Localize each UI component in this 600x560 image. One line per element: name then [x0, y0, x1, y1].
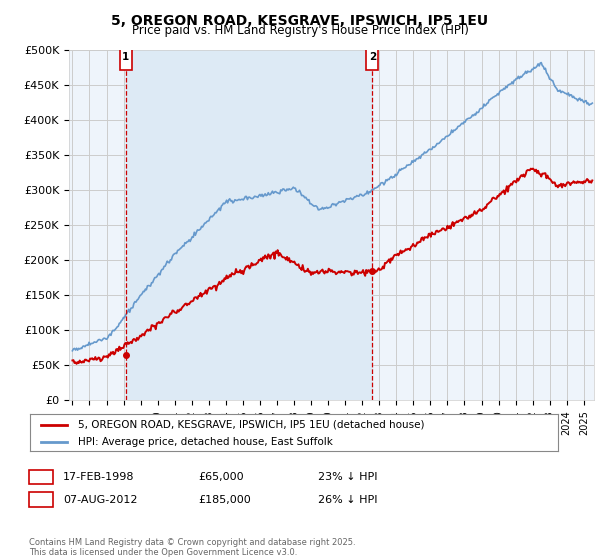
Text: Price paid vs. HM Land Registry's House Price Index (HPI): Price paid vs. HM Land Registry's House …: [131, 24, 469, 36]
Text: 5, OREGON ROAD, KESGRAVE, IPSWICH, IP5 1EU: 5, OREGON ROAD, KESGRAVE, IPSWICH, IP5 1…: [112, 14, 488, 28]
Text: 5, OREGON ROAD, KESGRAVE, IPSWICH, IP5 1EU (detached house): 5, OREGON ROAD, KESGRAVE, IPSWICH, IP5 1…: [77, 419, 424, 430]
Bar: [119, 45, 131, 70]
Text: 2: 2: [369, 53, 376, 62]
Text: £185,000: £185,000: [198, 494, 251, 505]
Text: 17-FEB-1998: 17-FEB-1998: [63, 472, 134, 482]
Bar: [125, 50, 373, 400]
Text: HPI: Average price, detached house, East Suffolk: HPI: Average price, detached house, East…: [77, 437, 332, 447]
Bar: [367, 45, 379, 70]
Text: 1: 1: [37, 472, 44, 482]
Text: £65,000: £65,000: [198, 472, 244, 482]
Text: 2: 2: [37, 494, 44, 505]
Text: 1: 1: [122, 53, 129, 62]
Text: 23% ↓ HPI: 23% ↓ HPI: [318, 472, 377, 482]
Text: 26% ↓ HPI: 26% ↓ HPI: [318, 494, 377, 505]
Text: 07-AUG-2012: 07-AUG-2012: [63, 494, 137, 505]
Text: Contains HM Land Registry data © Crown copyright and database right 2025.
This d: Contains HM Land Registry data © Crown c…: [29, 538, 355, 557]
